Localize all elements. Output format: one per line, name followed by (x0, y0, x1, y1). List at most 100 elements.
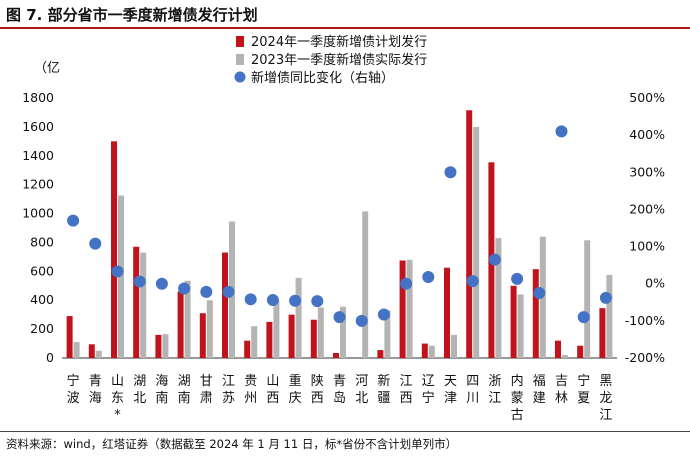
category-label-char: * (114, 408, 121, 423)
category-label-char: 蒙 (511, 391, 524, 406)
bar-plan-2024 (310, 319, 317, 358)
yoy-point (178, 282, 191, 295)
y-left-tick-label: 600 (30, 263, 54, 278)
category-label-char: 疆 (377, 391, 390, 406)
bar-plan-2024 (577, 345, 584, 358)
category-label-char: 福 (533, 374, 546, 389)
y-right-tick-label: 0% (645, 276, 665, 291)
category-label-char: 建 (533, 391, 546, 406)
category-label-char: 吉 (555, 374, 568, 389)
category-label-char: 海 (155, 374, 168, 389)
bar-actual-2023 (606, 274, 613, 358)
bar-plan-2024 (133, 246, 140, 358)
category-label-char: 宁 (577, 373, 590, 389)
category-label-char: 内 (511, 373, 524, 389)
category-label-char: 东 (111, 391, 124, 406)
y-left-tick-label: 800 (30, 234, 54, 249)
category-label-char: 浙 (488, 374, 501, 389)
yoy-point (311, 295, 324, 308)
category-label-char: 庆 (289, 391, 302, 406)
yoy-point (266, 294, 279, 307)
yoy-point (400, 277, 413, 290)
source-note: 资料来源：wind，红塔证券（数据截至 2024 年 1 月 11 日，标*省份… (6, 437, 458, 451)
category-label-char: 北 (133, 391, 146, 406)
bar-actual-2023 (95, 350, 102, 358)
yoy-point (67, 214, 80, 227)
chart-legend: 2024年一季度新增债计划发行 2023年一季度新增债实际发行新增债同比变化（右轴… (234, 34, 427, 86)
bar-plan-2024 (399, 260, 406, 358)
category-label-char: 岛 (333, 390, 346, 406)
category-label-char: 川 (466, 391, 479, 406)
y-right-tick-label: 500% (629, 90, 665, 105)
yoy-point (333, 311, 346, 324)
category-label-char: 州 (244, 391, 257, 406)
category-label-char: 重 (289, 373, 302, 389)
yoy-point (89, 237, 102, 250)
category-label-char: 陕 (311, 374, 324, 389)
yoy-point (200, 285, 213, 298)
bar-actual-2023 (451, 334, 457, 358)
yoy-point (444, 166, 457, 179)
bar-plan-2024 (510, 285, 517, 358)
bar-actual-2023 (118, 195, 124, 358)
category-label-char: 江 (400, 374, 413, 389)
bar-plan-2024 (466, 110, 473, 359)
bar-plan-2024 (199, 313, 206, 358)
y-left-tick-label: 1200 (22, 177, 54, 192)
category-label-char: 四 (466, 374, 479, 389)
bar-plan-2024 (288, 314, 295, 358)
bar-actual-2023 (517, 294, 524, 358)
yoy-point (488, 253, 501, 266)
title-rule (0, 27, 690, 29)
bar-plan-2024 (222, 252, 228, 358)
category-label-char: 肃 (200, 391, 213, 406)
category-label-char: 西 (311, 391, 324, 406)
yoy-point (289, 294, 302, 307)
category-label-char: 青 (333, 374, 346, 389)
category-label-char: 南 (155, 390, 168, 406)
bar-plan-2024 (88, 344, 95, 358)
category-label-char: 龙 (599, 391, 612, 406)
bar-plan-2024 (599, 308, 606, 358)
category-label-char: 黑 (599, 374, 612, 389)
yoy-point (244, 293, 257, 306)
y-right-tick-label: 200% (629, 201, 665, 216)
y-left-tick-label: 200 (30, 321, 54, 336)
category-label-char: 津 (444, 391, 457, 406)
category-label-char: 天 (444, 374, 457, 389)
bar-plan-2024 (555, 340, 561, 358)
category-label-char: 苏 (222, 390, 235, 406)
category-label-char: 波 (67, 391, 80, 406)
bar-plan-2024 (333, 352, 339, 358)
bar-plan-2024 (177, 291, 184, 358)
category-label-char: 古 (511, 408, 524, 423)
bar-actual-2023 (362, 211, 369, 358)
page-title: 图 7. 部分省市一季度新增债发行计划 (6, 6, 258, 24)
bar-actual-2023 (495, 238, 502, 358)
yoy-point (599, 291, 612, 304)
bar-actual-2023 (406, 259, 413, 358)
category-label-char: 北 (355, 391, 368, 406)
y-left-tick-label: 1000 (22, 206, 54, 221)
y-left-tick-label: 1400 (22, 148, 54, 163)
y-right-tick-label: 300% (629, 164, 665, 179)
category-label-char: 西 (400, 391, 413, 406)
yoy-point (111, 265, 124, 278)
yoy-point (555, 125, 568, 138)
yoy-point (533, 287, 546, 299)
legend-label: 2023年一季度新增债实际发行 (251, 52, 427, 68)
yoy-point (133, 275, 146, 288)
bar-actual-2023 (317, 307, 324, 358)
bar-plan-2024 (244, 340, 251, 358)
bar-actual-2023 (473, 126, 480, 358)
category-label-char: 西 (266, 391, 279, 406)
bar-plan-2024 (532, 269, 539, 358)
category-label-char: 林 (555, 391, 568, 406)
bar-actual-2023 (73, 342, 80, 358)
bar-actual-2023 (562, 355, 568, 358)
category-label-char: 江 (599, 408, 612, 423)
bar-actual-2023 (295, 277, 302, 358)
bar-actual-2023 (428, 345, 435, 358)
category-label-char: 河 (355, 374, 368, 389)
category-label-char: 江 (488, 391, 501, 406)
